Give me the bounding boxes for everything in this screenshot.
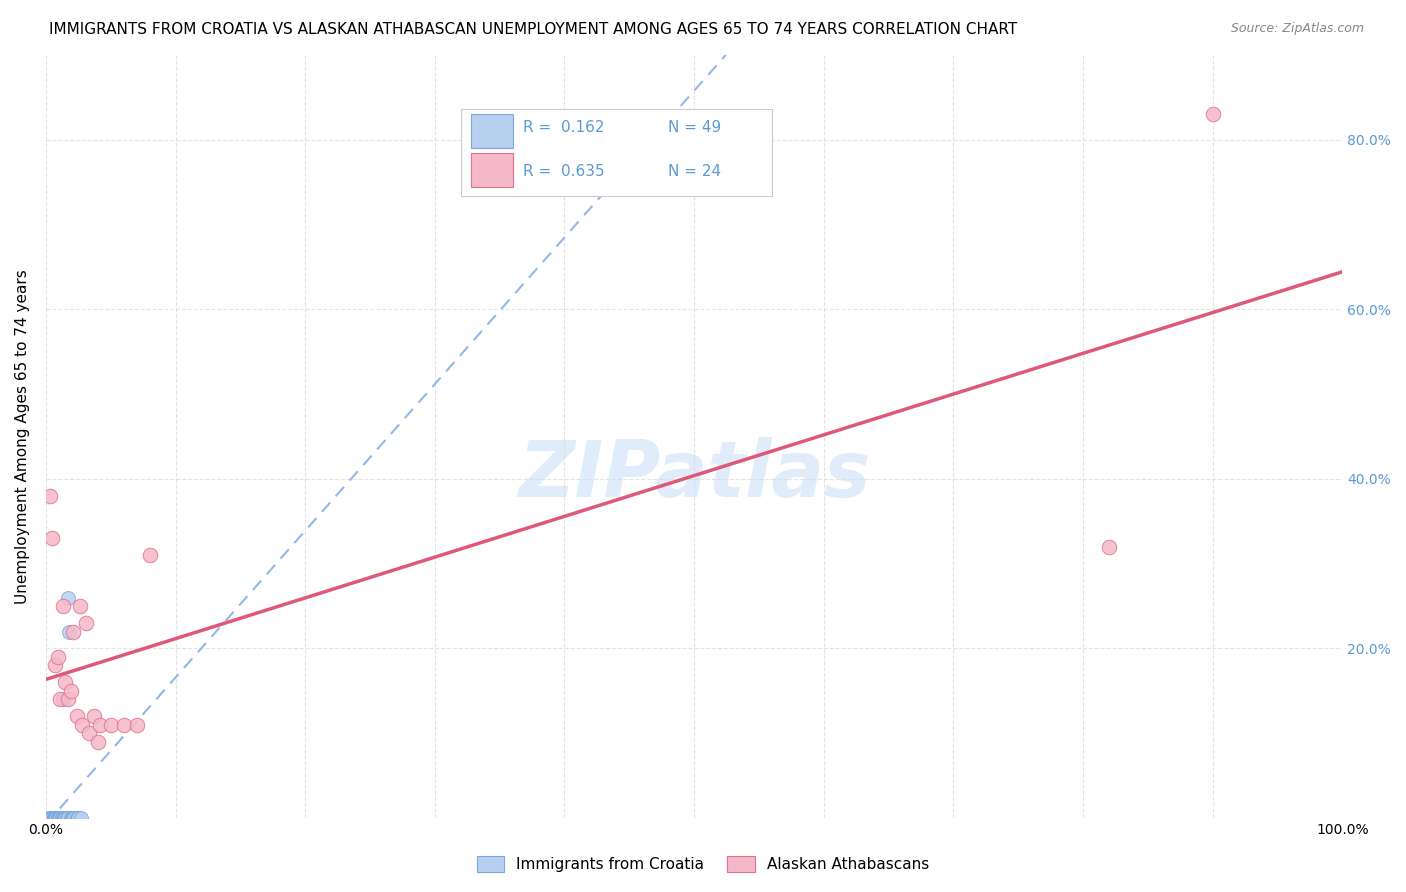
Point <box>46 811 69 825</box>
Point <box>69 599 91 613</box>
Point <box>42 811 65 825</box>
Point <box>51 811 73 825</box>
Point <box>42 811 65 825</box>
Point <box>41 811 63 825</box>
Point <box>51 811 73 825</box>
Text: R =  0.162: R = 0.162 <box>523 120 605 136</box>
Point <box>63 811 86 825</box>
Point <box>55 811 77 825</box>
Text: ZIPatlas: ZIPatlas <box>517 437 870 513</box>
Point <box>55 811 77 825</box>
Point <box>52 811 75 825</box>
Y-axis label: Unemployment Among Ages 65 to 74 years: Unemployment Among Ages 65 to 74 years <box>15 269 30 604</box>
Point <box>42 811 65 825</box>
Point <box>70 811 93 825</box>
Point <box>53 811 76 825</box>
Point <box>55 675 77 690</box>
Point <box>46 811 69 825</box>
Point <box>41 811 63 825</box>
Point <box>89 718 111 732</box>
Point <box>45 811 67 825</box>
FancyBboxPatch shape <box>461 109 772 196</box>
Point <box>1201 107 1223 121</box>
Point <box>38 811 60 825</box>
Point <box>60 811 83 825</box>
Text: N = 49: N = 49 <box>668 120 721 136</box>
Point <box>46 811 69 825</box>
Point <box>44 811 66 825</box>
Point <box>83 709 105 723</box>
Point <box>51 811 73 825</box>
Point <box>77 726 100 740</box>
Point <box>87 735 110 749</box>
Point <box>138 548 160 562</box>
Text: IMMIGRANTS FROM CROATIA VS ALASKAN ATHABASCAN UNEMPLOYMENT AMONG AGES 65 TO 74 Y: IMMIGRANTS FROM CROATIA VS ALASKAN ATHAB… <box>49 22 1018 37</box>
Point <box>53 811 76 825</box>
Point <box>42 811 65 825</box>
Point <box>41 531 63 545</box>
Text: Source: ZipAtlas.com: Source: ZipAtlas.com <box>1230 22 1364 36</box>
Point <box>55 811 77 825</box>
Point <box>56 811 79 825</box>
Point <box>49 811 72 825</box>
Point <box>58 624 80 639</box>
Point <box>59 684 82 698</box>
Point <box>62 624 84 639</box>
Bar <box>471 153 513 187</box>
Point <box>48 811 70 825</box>
Text: N = 24: N = 24 <box>668 164 721 179</box>
Point <box>45 811 67 825</box>
Point <box>67 811 90 825</box>
Point <box>1098 540 1121 554</box>
Point <box>46 649 69 664</box>
Point <box>56 591 79 605</box>
Point <box>62 811 84 825</box>
Point <box>49 811 72 825</box>
Text: R =  0.635: R = 0.635 <box>523 164 605 179</box>
Point <box>112 718 135 732</box>
Point <box>55 811 77 825</box>
Point <box>41 811 63 825</box>
Point <box>125 718 148 732</box>
Point <box>75 615 97 630</box>
Point <box>66 811 89 825</box>
Point <box>45 811 67 825</box>
Point <box>52 599 75 613</box>
Point <box>48 811 70 825</box>
Point <box>48 811 70 825</box>
Point <box>41 811 63 825</box>
Point <box>44 811 66 825</box>
Point <box>52 692 75 706</box>
Point <box>59 811 82 825</box>
Point <box>66 709 89 723</box>
Point <box>44 811 66 825</box>
Point <box>44 658 66 673</box>
Point <box>42 811 65 825</box>
Bar <box>471 113 513 148</box>
Point <box>41 811 63 825</box>
Legend: Immigrants from Croatia, Alaskan Athabascans: Immigrants from Croatia, Alaskan Athabas… <box>470 848 936 880</box>
Point <box>72 718 94 732</box>
Point <box>38 489 60 503</box>
Point <box>56 692 79 706</box>
Point <box>100 718 122 732</box>
Point <box>48 811 70 825</box>
Point <box>49 692 72 706</box>
Point <box>39 811 62 825</box>
Point <box>38 811 60 825</box>
